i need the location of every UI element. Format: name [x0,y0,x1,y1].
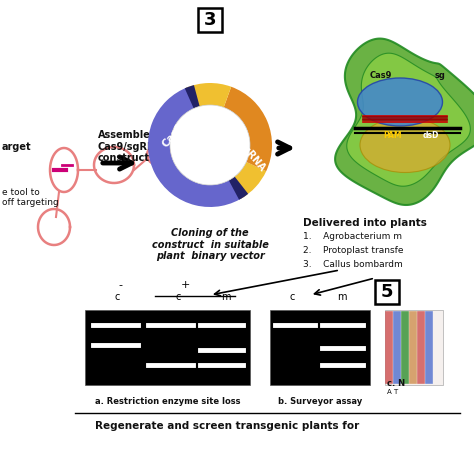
Text: m: m [337,292,347,302]
Text: a. Restriction enzyme site loss: a. Restriction enzyme site loss [95,397,240,406]
Polygon shape [335,38,474,205]
Text: c: c [289,292,295,302]
Wedge shape [185,85,200,109]
FancyBboxPatch shape [198,8,222,32]
Text: Cloning of the
construct  in suitable
plant  binary vector: Cloning of the construct in suitable pla… [152,228,268,261]
Text: c: c [114,292,120,302]
Text: Regenerate and screen transgenic plants for: Regenerate and screen transgenic plants … [95,421,360,431]
FancyBboxPatch shape [375,280,399,304]
Text: arget: arget [2,142,32,152]
Bar [270,310,370,385]
Text: 5: 5 [381,283,393,301]
Wedge shape [186,83,231,108]
Text: dsD: dsD [423,131,439,140]
Text: sg: sg [435,71,446,80]
Wedge shape [230,162,266,199]
Text: 3.    Callus bombardm: 3. Callus bombardm [303,260,403,269]
Ellipse shape [360,118,450,173]
Text: c: c [175,292,181,302]
Text: c. N: c. N [387,379,405,388]
Ellipse shape [357,78,443,126]
Bar [385,310,443,385]
Text: Delivered into plants: Delivered into plants [303,218,427,228]
Text: 1.    Agrobacterium m: 1. Agrobacterium m [303,232,402,241]
Text: Cas9: Cas9 [370,71,392,80]
Wedge shape [224,87,272,171]
Text: -: - [118,280,122,290]
Text: +: + [180,280,190,290]
Bar [85,310,250,385]
Text: m: m [221,292,231,302]
Text: Cas9: Cas9 [160,122,186,150]
Text: A T: A T [387,389,398,395]
Wedge shape [229,176,248,200]
Text: Assemble
Cas9/sgRNA
construct: Assemble Cas9/sgRNA construct [98,130,164,163]
Text: PAM: PAM [383,131,401,140]
Text: b. Surveyor assay: b. Surveyor assay [278,397,362,406]
Wedge shape [148,87,246,207]
Circle shape [170,105,250,185]
Text: sgRNA: sgRNA [237,139,267,173]
Text: 2.    Protoplast transfe: 2. Protoplast transfe [303,246,403,255]
Text: 3: 3 [204,11,216,29]
Text: e tool to
off targeting: e tool to off targeting [2,188,59,207]
Polygon shape [347,53,470,186]
